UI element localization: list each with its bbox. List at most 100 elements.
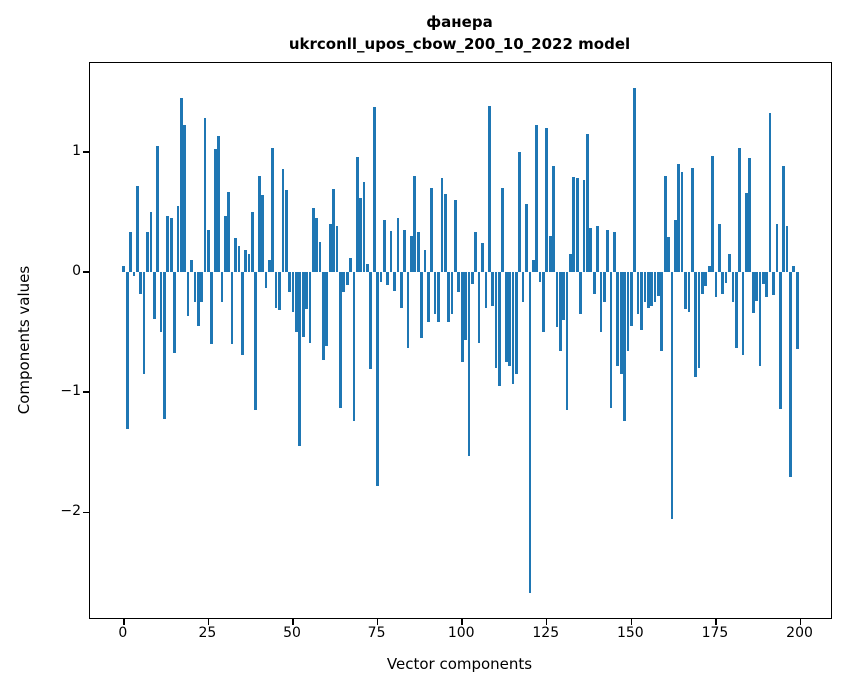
x-tick-label: 100 bbox=[447, 625, 475, 641]
bar bbox=[196, 272, 200, 327]
bar bbox=[728, 254, 731, 273]
bar bbox=[542, 272, 545, 333]
bar bbox=[633, 88, 637, 273]
bar bbox=[122, 266, 126, 273]
bar bbox=[383, 220, 386, 272]
bar bbox=[694, 272, 697, 377]
bar bbox=[674, 220, 677, 272]
bar bbox=[562, 272, 566, 321]
y-tick-label: 1 bbox=[72, 142, 81, 159]
bar bbox=[768, 113, 772, 273]
bar bbox=[291, 272, 295, 312]
bar bbox=[278, 272, 281, 311]
bar bbox=[318, 241, 322, 273]
bar bbox=[575, 178, 579, 272]
bar bbox=[501, 187, 505, 272]
bar bbox=[528, 272, 532, 593]
bar bbox=[311, 208, 315, 272]
bar bbox=[274, 272, 278, 309]
bar bbox=[257, 175, 261, 273]
bar bbox=[454, 199, 457, 272]
bar bbox=[430, 187, 434, 272]
bar bbox=[406, 272, 410, 348]
bar bbox=[210, 272, 214, 345]
bar bbox=[572, 177, 576, 272]
bar bbox=[136, 185, 139, 273]
bar bbox=[332, 189, 335, 272]
bar bbox=[511, 272, 515, 384]
bar bbox=[707, 266, 711, 273]
x-axis-label: Vector components bbox=[386, 655, 533, 673]
bar bbox=[322, 272, 325, 360]
bar bbox=[223, 215, 227, 273]
bar bbox=[701, 272, 704, 294]
bar bbox=[684, 272, 687, 310]
bar bbox=[687, 272, 691, 312]
bar bbox=[200, 272, 203, 303]
bar bbox=[785, 226, 789, 273]
bar bbox=[207, 229, 210, 272]
bar bbox=[589, 227, 593, 272]
x-tick-label: 200 bbox=[786, 625, 813, 641]
x-tick-mark bbox=[376, 619, 379, 625]
bar bbox=[525, 203, 528, 273]
bar bbox=[714, 272, 718, 298]
bar bbox=[504, 272, 508, 363]
bar bbox=[183, 125, 187, 272]
bar bbox=[220, 272, 224, 303]
bar bbox=[146, 232, 149, 273]
bar bbox=[169, 217, 173, 272]
bar bbox=[484, 272, 488, 309]
bar bbox=[606, 229, 610, 272]
bar bbox=[579, 272, 582, 315]
bar bbox=[230, 272, 234, 345]
bar bbox=[558, 272, 562, 352]
bar bbox=[565, 272, 569, 411]
bar bbox=[650, 272, 654, 306]
bar bbox=[379, 272, 383, 282]
bar bbox=[450, 272, 454, 315]
bar bbox=[298, 272, 302, 447]
bar bbox=[755, 272, 758, 301]
bar bbox=[724, 272, 728, 283]
bar bbox=[775, 223, 779, 273]
y-tick-label: 0 bbox=[72, 263, 81, 280]
bar bbox=[457, 272, 461, 293]
bar bbox=[342, 272, 346, 293]
x-tick-mark bbox=[799, 619, 802, 625]
bar bbox=[271, 148, 275, 272]
bar bbox=[217, 136, 220, 272]
bar bbox=[582, 179, 586, 273]
bar bbox=[498, 272, 501, 387]
bar bbox=[761, 272, 765, 285]
bar bbox=[335, 226, 339, 273]
x-tick-label: 0 bbox=[118, 625, 128, 641]
bar bbox=[345, 272, 349, 286]
bar bbox=[514, 272, 518, 375]
bar bbox=[129, 232, 132, 273]
bar bbox=[704, 272, 708, 287]
bar bbox=[166, 215, 170, 273]
bar bbox=[697, 272, 701, 369]
bar bbox=[602, 272, 606, 303]
bar bbox=[670, 272, 674, 520]
bar bbox=[477, 272, 481, 343]
bar bbox=[366, 263, 369, 273]
x-tick-mark bbox=[461, 619, 463, 625]
bar bbox=[626, 272, 630, 352]
bar bbox=[487, 106, 491, 272]
plot-area bbox=[83, 62, 832, 625]
bar bbox=[403, 229, 407, 272]
bar bbox=[240, 272, 244, 355]
bar bbox=[203, 118, 207, 273]
bar bbox=[677, 163, 681, 273]
bar bbox=[521, 272, 525, 303]
bar bbox=[643, 272, 647, 303]
bar bbox=[247, 254, 251, 273]
bar bbox=[301, 272, 305, 337]
bar bbox=[653, 272, 657, 303]
bar bbox=[173, 272, 176, 353]
bar bbox=[386, 272, 390, 286]
x-tick-mark bbox=[630, 619, 633, 625]
bar bbox=[758, 272, 762, 366]
